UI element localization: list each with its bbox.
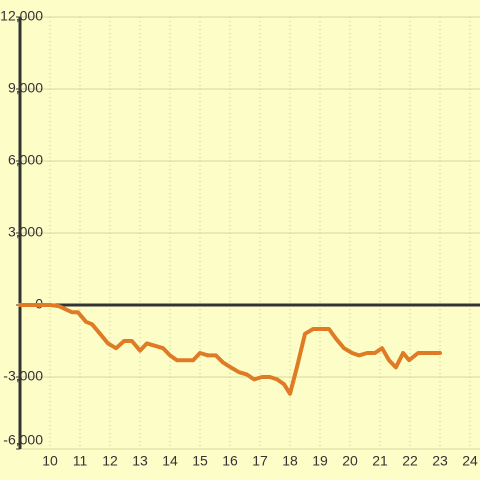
line-series <box>18 303 442 396</box>
x-tick-label: 21 <box>372 453 388 469</box>
x-tick-label: 20 <box>342 453 358 469</box>
x-tick-label: 15 <box>192 453 208 469</box>
y-tick-label: -6,000 <box>3 432 43 448</box>
x-tick-label: 13 <box>132 453 148 469</box>
y-tick-label: 6,000 <box>8 152 43 168</box>
y-tick-label: 12,000 <box>0 8 43 24</box>
x-tick-label: 24 <box>462 453 478 469</box>
x-tick-label: 17 <box>252 453 268 469</box>
y-tick-label: 9,000 <box>8 80 43 96</box>
x-tick-label: 19 <box>312 453 328 469</box>
x-tick-label: 23 <box>432 453 448 469</box>
x-tick-label: 18 <box>282 453 298 469</box>
x-tick-label: 22 <box>402 453 418 469</box>
x-tick-label: 14 <box>162 453 178 469</box>
x-tick-label: 11 <box>73 453 88 469</box>
y-tick-label: -3,000 <box>3 368 43 384</box>
y-tick-label: 3,000 <box>8 224 43 240</box>
x-tick-label: 16 <box>222 453 238 469</box>
x-tick-label: 10 <box>42 453 58 469</box>
x-tick-label: 12 <box>102 453 118 469</box>
